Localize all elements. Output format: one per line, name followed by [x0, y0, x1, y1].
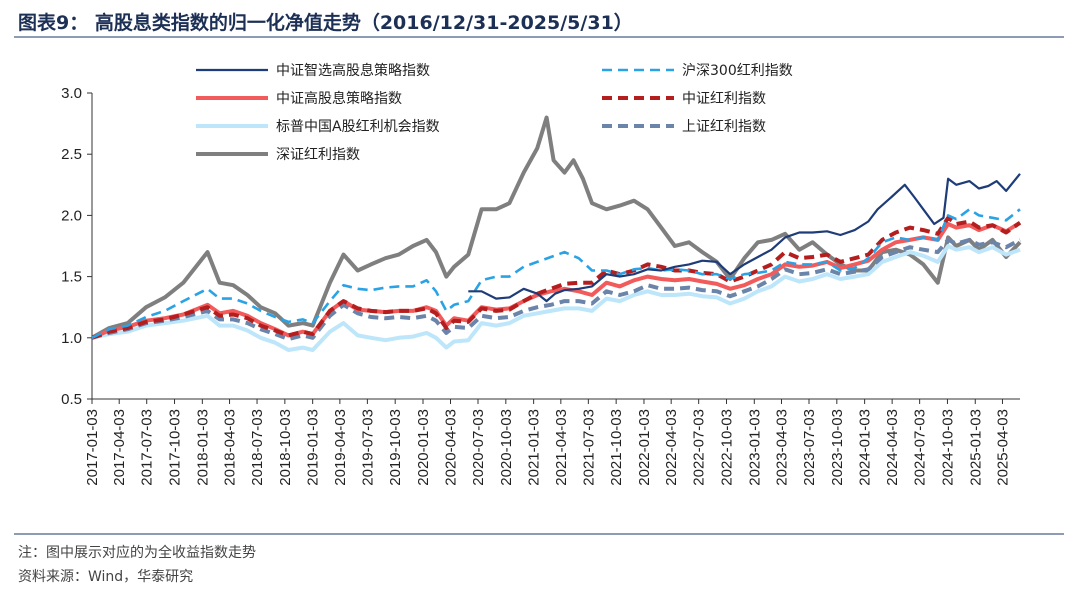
- x-tick-label: 2021-10-03: [608, 409, 625, 486]
- x-tick-label: 2018-01-03: [194, 409, 211, 486]
- y-tick-label: 0.5: [61, 391, 82, 408]
- x-tick-label: 2023-01-03: [746, 409, 763, 486]
- legend-label: 上证红利指数: [682, 119, 766, 135]
- x-tick-label: 2018-07-03: [249, 409, 266, 486]
- series-line-6: [91, 115, 1022, 340]
- x-tick-label: 2022-04-03: [663, 409, 680, 486]
- footer-divider: [14, 533, 1064, 535]
- series-line-1: [91, 208, 1021, 339]
- x-tick-label: 2025-01-03: [967, 409, 984, 486]
- x-tick-label: 2020-04-03: [443, 409, 460, 486]
- y-tick-label: 1.0: [61, 330, 82, 347]
- x-tick-label: 2023-07-03: [801, 409, 818, 486]
- x-tick-label: 2024-01-03: [857, 409, 874, 486]
- x-tick-label: 2017-10-03: [167, 409, 184, 486]
- x-tick-label: 2024-10-03: [939, 409, 956, 486]
- x-tick-label: 2022-01-03: [636, 409, 653, 486]
- x-tick-label: 2023-10-03: [829, 409, 846, 486]
- x-tick-label: 2018-10-03: [277, 409, 294, 486]
- x-tick-label: 2022-07-03: [691, 409, 708, 486]
- series-line-4: [91, 244, 1021, 352]
- x-tick-label: 2017-07-03: [139, 409, 156, 486]
- chart-title: 图表9： 高股息类指数的归一化净值走势（2016/12/31-2025/5/31…: [18, 12, 633, 34]
- x-tick-label: 2023-04-03: [774, 409, 791, 486]
- legend-label: 深证红利指数: [276, 147, 360, 163]
- x-tick-label: 2022-10-03: [718, 409, 735, 486]
- x-tick-label: 2020-10-03: [498, 409, 515, 486]
- chart-source: 资料来源：Wind，华泰研究: [18, 569, 194, 585]
- x-tick-label: 2021-04-03: [553, 409, 570, 486]
- x-tick-label: 2019-01-03: [305, 409, 322, 486]
- y-tick-label: 3.0: [61, 85, 82, 102]
- line-chart: 0.5 1.0 1.5 2.0 2.5 3.0 2017-01-03 2017-04-03 20…: [61, 62, 1022, 486]
- x-tick-label: 2019-10-03: [387, 409, 404, 486]
- x-tick-label: 2019-07-03: [359, 409, 376, 486]
- y-tick-label: 1.5: [61, 269, 82, 286]
- legend-label: 标普中国A股红利机会指数: [276, 119, 440, 135]
- x-tick-label: 2021-07-03: [580, 409, 597, 486]
- x-tick-label: 2018-04-03: [222, 409, 239, 486]
- title-divider: [14, 36, 1064, 38]
- x-tick-label: 2020-01-03: [415, 409, 432, 486]
- chart-note: 注：图中展示对应的为全收益指数走势: [18, 545, 256, 561]
- series-line-0: [468, 173, 1021, 303]
- y-tick-label: 2.0: [61, 207, 82, 224]
- legend-label: 中证智选高股息策略指数: [276, 62, 430, 79]
- x-tick-label: 2024-04-03: [884, 409, 901, 486]
- x-tick-label: 2017-04-03: [111, 409, 128, 486]
- x-tick-label: 2019-04-03: [332, 409, 349, 486]
- x-tick-label: 2020-07-03: [470, 409, 487, 486]
- legend-label: 沪深300红利指数: [682, 63, 793, 79]
- series-line-3: [91, 215, 1022, 340]
- x-tick-label: 2017-01-03: [84, 409, 101, 486]
- series-line-5: [91, 237, 1021, 341]
- legend-label: 中证高股息策略指数: [276, 90, 402, 107]
- x-tick-label: 2025-04-03: [994, 409, 1011, 486]
- y-tick-label: 2.5: [61, 146, 82, 163]
- legend-label: 中证红利指数: [682, 91, 766, 107]
- x-tick-label: 2024-07-03: [912, 409, 929, 486]
- x-tick-label: 2021-01-03: [526, 409, 543, 486]
